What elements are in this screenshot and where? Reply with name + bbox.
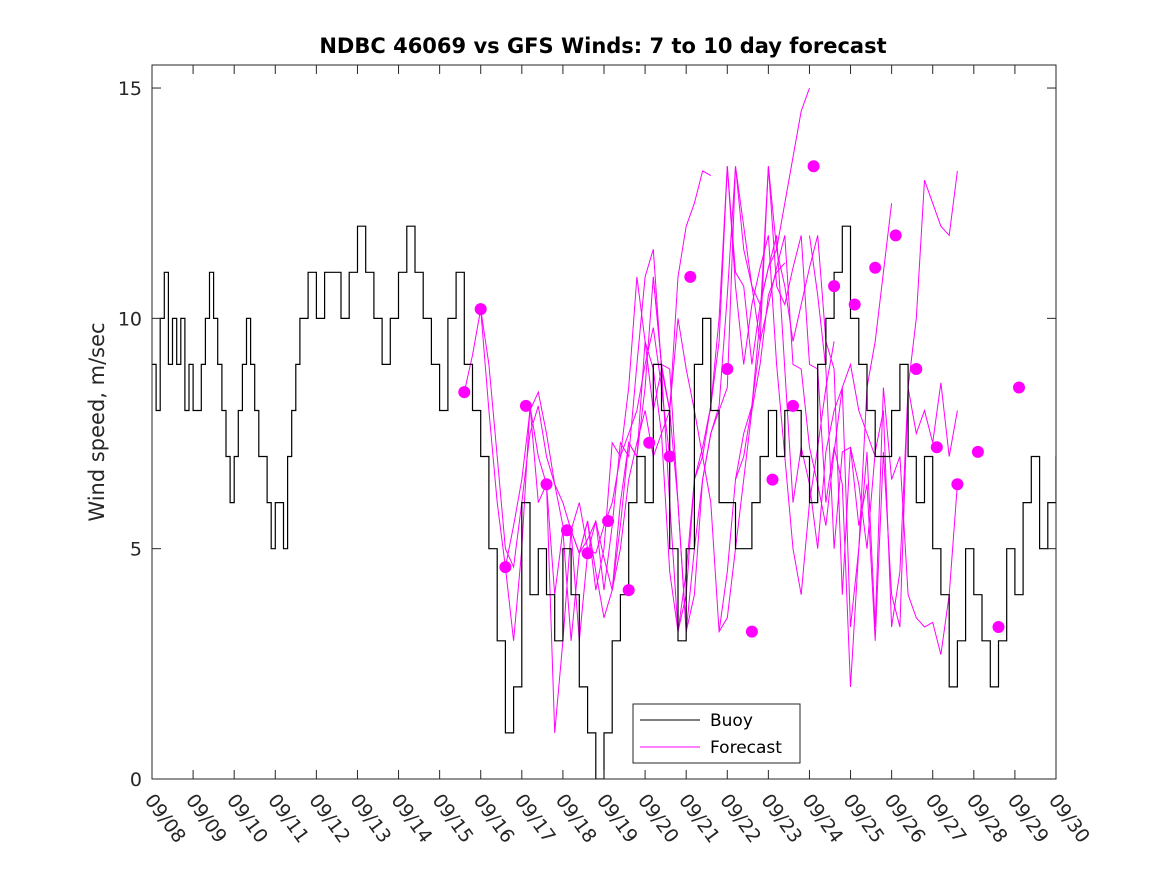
forecast-marker (622, 584, 635, 597)
forecast-marker (499, 561, 512, 574)
forecast-marker (602, 515, 615, 527)
forecast-marker (828, 280, 841, 293)
forecast-marker (458, 386, 471, 399)
chart-title: NDBC 46069 vs GFS Winds: 7 to 10 day for… (319, 34, 886, 58)
forecast-marker (643, 436, 656, 449)
forecast-marker (663, 450, 676, 463)
forecast-marker (930, 441, 943, 454)
forecast-marker (766, 473, 779, 486)
forecast-marker (474, 303, 487, 316)
forecast-marker (1013, 381, 1025, 394)
forecast-marker (721, 363, 734, 375)
forecast-marker (519, 399, 532, 412)
forecast-marker (971, 445, 984, 458)
forecast-marker (787, 399, 799, 412)
forecast-marker (910, 363, 923, 375)
y-tick-label: 10 (118, 308, 142, 330)
forecast-marker (581, 547, 594, 560)
forecast-line (611, 166, 876, 632)
y-tick-label: 5 (130, 539, 142, 561)
forecast-line (735, 166, 958, 687)
forecast-marker (745, 625, 758, 638)
forecast-marker (848, 298, 861, 311)
forecast-marker (540, 478, 553, 491)
forecast-marker (951, 478, 964, 491)
forecast-marker (992, 621, 1005, 633)
y-axis-label: Wind speed, m/sec (85, 322, 109, 521)
plot-area (152, 65, 1056, 779)
forecast-line (570, 166, 835, 632)
legend: Buoy Forecast (632, 703, 801, 764)
forecast-marker (869, 261, 882, 274)
forecast-line (652, 166, 893, 632)
forecast-line (718, 166, 958, 632)
forecast-marker (807, 160, 820, 173)
forecast-marker (684, 270, 697, 283)
series-layer (152, 87, 1056, 779)
legend-forecast-label: Forecast (710, 738, 782, 758)
forecast-marker (889, 229, 902, 242)
forecast-marker (561, 524, 573, 537)
forecast-line (504, 262, 786, 641)
y-tick-label: 0 (130, 769, 142, 791)
forecast-line (809, 235, 958, 641)
buoy-line (152, 225, 1056, 779)
y-tick-label: 15 (118, 78, 142, 100)
legend-box (632, 703, 801, 764)
legend-buoy-label: Buoy (710, 711, 753, 731)
